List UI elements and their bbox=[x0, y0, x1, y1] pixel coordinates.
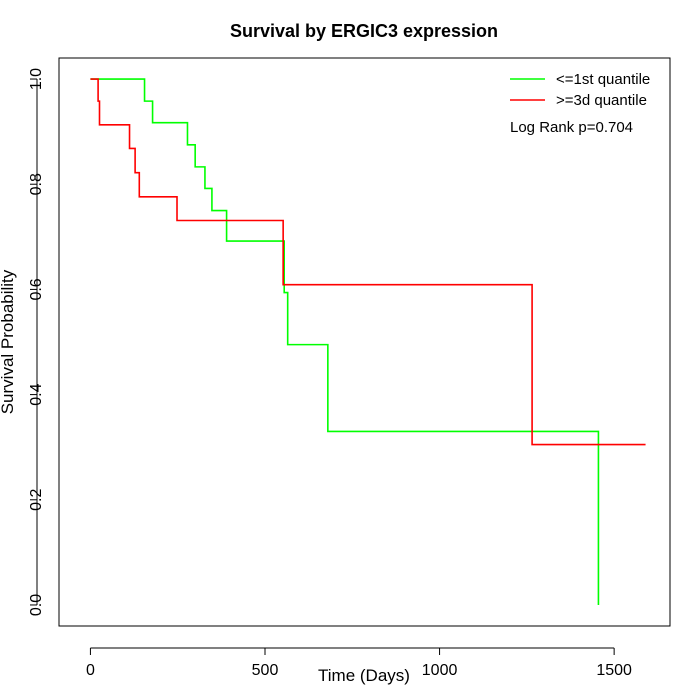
legend-label-1: >=3d quantile bbox=[556, 92, 647, 109]
x-tick-label: 1500 bbox=[596, 662, 632, 679]
x-tick-label: 0 bbox=[86, 662, 95, 679]
axes: 0 500 1000 1500 0.0 0.2 0.4 0.6 0.8 1.0 bbox=[28, 57, 671, 679]
plot-area bbox=[90, 78, 646, 605]
x-tick-label: 500 bbox=[252, 662, 279, 679]
y-tick-label: 0.4 bbox=[28, 383, 45, 405]
y-tick-label: 0.0 bbox=[28, 594, 45, 616]
y-tick-label: 0.2 bbox=[28, 489, 45, 511]
series-line-1 bbox=[90, 78, 646, 446]
x-axis-label: Time (Days) bbox=[318, 666, 410, 685]
legend: <=1st quantile >=3d quantile bbox=[510, 71, 650, 109]
series-line-0 bbox=[90, 78, 600, 605]
y-tick-label: 0.8 bbox=[28, 173, 45, 195]
y-tick-label: 0.6 bbox=[28, 278, 45, 300]
log-rank-annotation: Log Rank p=0.704 bbox=[510, 119, 633, 136]
y-tick-label: 1.0 bbox=[28, 68, 45, 90]
x-tick-label: 1000 bbox=[422, 662, 458, 679]
y-axis-label: Survival Probability bbox=[0, 269, 17, 414]
legend-label-0: <=1st quantile bbox=[556, 71, 650, 88]
chart-title: Survival by ERGIC3 expression bbox=[230, 21, 498, 41]
plot-border bbox=[58, 57, 671, 627]
